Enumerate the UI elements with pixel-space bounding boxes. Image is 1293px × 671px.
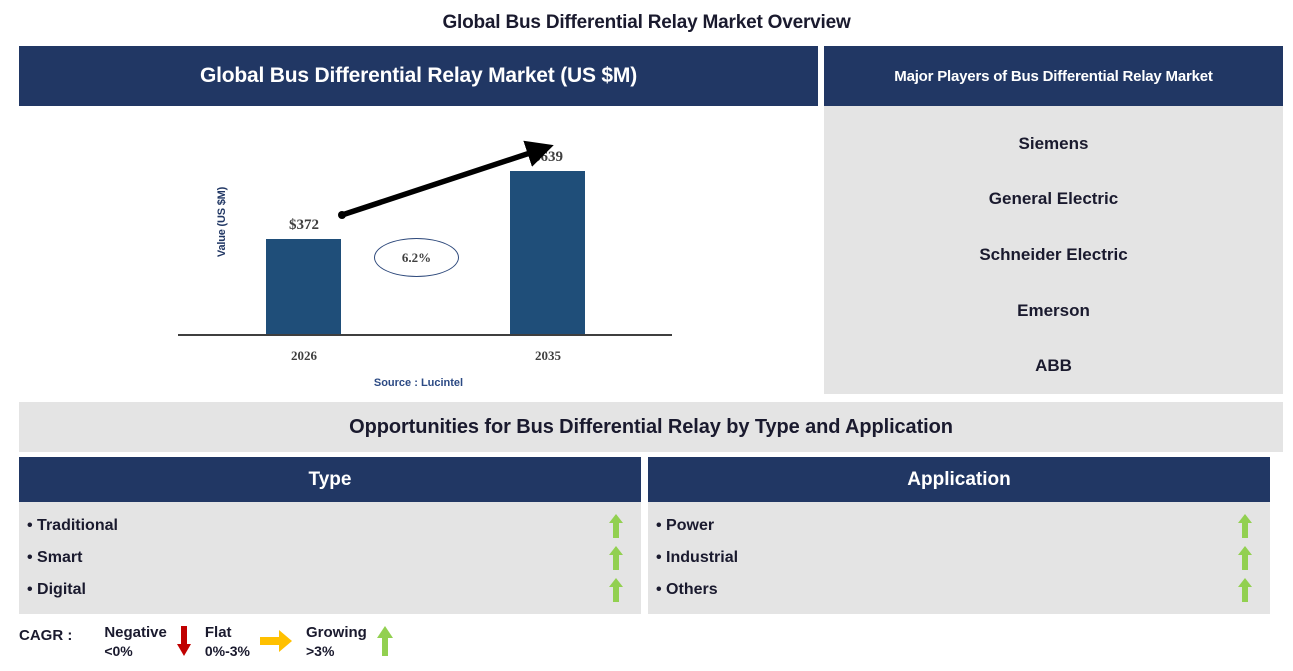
opportunities-section-header: Opportunities for Bus Differential Relay… (19, 402, 1283, 452)
cagr-legend-label: Growing (306, 624, 367, 641)
table-row: • Power (648, 510, 1270, 542)
list-item: Emerson (1017, 300, 1090, 320)
table-row: • Industrial (648, 542, 1270, 574)
cagr-legend-label: Negative (104, 624, 167, 641)
cagr-legend-range: 0%-3% (204, 642, 250, 659)
type-table-header-label: Type (308, 468, 352, 490)
cagr-legend-title: CAGR : (19, 627, 73, 644)
arrow-up-green-icon (609, 514, 623, 538)
type-opportunities-table: Type • Traditional • Smart • Digital (19, 457, 641, 614)
application-table-header-label: Application (907, 468, 1011, 490)
type-row-label: • Traditional (27, 517, 118, 534)
type-table-header: Type (19, 457, 641, 502)
page-title: Global Bus Differential Relay Market Ove… (442, 12, 851, 33)
application-table-header: Application (648, 457, 1270, 502)
bar-value-2026: $372 (289, 217, 319, 233)
application-row-label: • Power (656, 517, 715, 534)
bar-value-2035: $639 (533, 149, 563, 165)
list-item: Siemens (1018, 133, 1089, 153)
bar-2026 (266, 239, 341, 335)
table-row: • Smart (19, 542, 641, 574)
arrow-down-red-icon (176, 626, 191, 656)
list-item: ABB (1035, 356, 1072, 376)
bar-2035 (510, 171, 585, 335)
list-item: Schneider Electric (979, 244, 1128, 264)
cagr-legend: CAGR : Negative <0% Flat 0%-3% Growing >… (19, 624, 1283, 668)
arrow-up-green-icon (376, 626, 393, 656)
cagr-legend-item-negative: Negative <0% (104, 624, 191, 660)
table-row: • Traditional (19, 510, 641, 542)
application-row-label: • Industrial (656, 549, 739, 566)
application-row-label: • Others (656, 581, 718, 598)
market-chart-panel: Global Bus Differential Relay Market (US… (19, 46, 818, 394)
market-chart-panel-title: Global Bus Differential Relay Market (US… (200, 64, 637, 87)
cagr-legend-item-flat: Flat 0%-3% (205, 624, 292, 660)
major-players-panel: Major Players of Bus Differential Relay … (824, 46, 1283, 394)
x-tick-2026: 2026 (291, 348, 317, 363)
major-players-list: Siemens General Electric Schneider Elect… (824, 106, 1283, 394)
major-players-panel-header: Major Players of Bus Differential Relay … (824, 46, 1283, 106)
arrow-up-green-icon (609, 546, 623, 570)
arrow-right-yellow-icon (260, 630, 292, 652)
table-row: • Others (648, 574, 1270, 606)
opportunities-section-title: Opportunities for Bus Differential Relay… (349, 415, 953, 438)
type-row-label: • Digital (27, 581, 86, 598)
market-chart-panel-header: Global Bus Differential Relay Market (US… (19, 46, 818, 106)
chart-x-axis-line (178, 334, 672, 336)
arrow-up-green-icon (609, 578, 623, 602)
major-players-panel-title: Major Players of Bus Differential Relay … (894, 67, 1213, 85)
arrow-up-green-icon (1238, 546, 1252, 570)
cagr-value-text: 6.2% (401, 249, 432, 265)
application-opportunities-table: Application • Power • Industrial • Other… (648, 457, 1270, 614)
cagr-legend-range: >3% (306, 642, 335, 659)
cagr-legend-label: Flat (204, 624, 232, 641)
table-row: • Digital (19, 574, 641, 606)
chart-bars-container: $372 $639 2026 2035 6.2% (19, 106, 818, 394)
x-tick-2035: 2035 (535, 348, 561, 363)
arrow-up-green-icon (1238, 578, 1252, 602)
application-table-body: • Power • Industrial • Others (648, 502, 1270, 614)
chart-source-note: Source : Lucintel (373, 377, 464, 389)
market-chart-plot-area: Value (US $M) $372 $639 2026 2035 6.2% (19, 106, 818, 394)
cagr-legend-range: <0% (104, 642, 133, 659)
cagr-legend-item-growing: Growing >3% (306, 624, 393, 660)
arrow-up-green-icon (1238, 514, 1252, 538)
list-item: General Electric (988, 189, 1119, 209)
type-row-label: • Smart (27, 549, 83, 566)
cagr-value-bubble: 6.2% (374, 238, 459, 277)
type-table-body: • Traditional • Smart • Digital (19, 502, 641, 614)
